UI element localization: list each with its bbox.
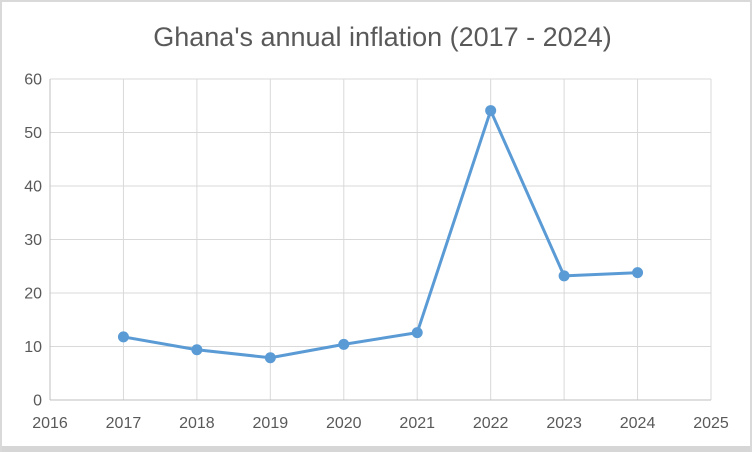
y-tick-label: 50: [24, 125, 42, 142]
x-tick-label: 2022: [473, 415, 509, 432]
y-tick-label: 20: [24, 286, 42, 303]
x-tick-label: 2023: [546, 415, 582, 432]
data-point-marker: [558, 270, 570, 282]
data-point-marker: [191, 344, 203, 356]
y-tick-label: 60: [24, 72, 42, 89]
x-tick-label: 2021: [399, 415, 435, 432]
x-tick-label: 2016: [32, 415, 68, 432]
x-tick-label: 2018: [179, 415, 215, 432]
data-point-marker: [264, 352, 276, 364]
chart-title: Ghana's annual inflation (2017 - 2024): [153, 22, 612, 52]
bottom-edge-strip: [2, 446, 750, 452]
x-tick-label: 2019: [253, 415, 289, 432]
x-tick-label: 2017: [106, 415, 142, 432]
y-tick-label: 30: [24, 232, 42, 249]
data-point-marker: [632, 267, 644, 279]
x-tick-label: 2024: [620, 415, 656, 432]
x-tick-label: 2020: [326, 415, 362, 432]
data-point-marker: [411, 327, 423, 339]
data-point-marker: [485, 105, 497, 117]
y-tick-label: 10: [24, 339, 42, 356]
data-point-marker: [338, 338, 350, 350]
y-tick-label: 0: [33, 393, 42, 410]
x-tick-label: 2025: [693, 415, 729, 432]
data-point-marker: [117, 331, 129, 343]
y-tick-label: 40: [24, 179, 42, 196]
inflation-line-series: [121, 109, 640, 360]
